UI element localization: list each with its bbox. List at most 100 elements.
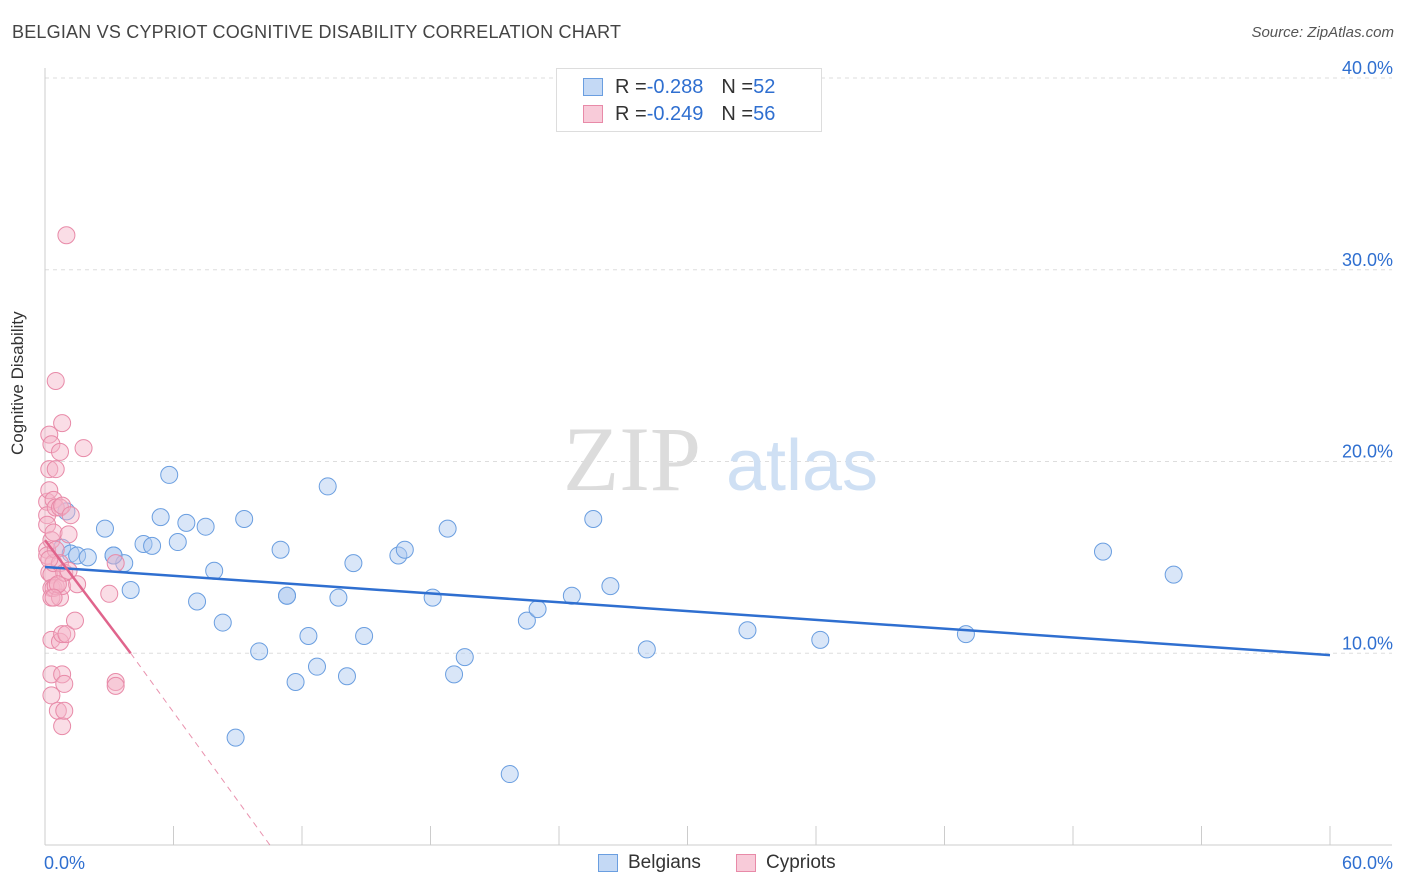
bottom-cypriots-swatch: [736, 854, 756, 872]
belgians-swatch: [583, 78, 603, 96]
cypriot-point: [42, 686, 61, 705]
belgian-point: [528, 600, 547, 619]
belgian-point: [151, 508, 170, 527]
cypriot-point: [53, 414, 72, 433]
cypriot-point: [61, 506, 80, 525]
cypriots-trend-line: [44, 539, 132, 655]
cypriot-point: [55, 674, 74, 693]
cypriot-point: [57, 625, 76, 644]
cypriots-trend-extension: [130, 652, 271, 846]
cypriot-point: [40, 460, 59, 479]
cypriots-swatch: [583, 105, 603, 123]
belgian-point: [121, 580, 140, 599]
bottom-legend-cypriots: Cypriots: [736, 852, 836, 874]
cypriot-point: [46, 371, 65, 390]
belgian-point: [160, 465, 179, 484]
cypriot-point: [59, 525, 78, 544]
cypriots-r-value: -0.249: [646, 102, 704, 125]
belgian-point: [438, 519, 457, 538]
cypriot-point: [46, 498, 65, 517]
belgians-r-value: -0.288: [646, 75, 704, 98]
chart-title: BELGIAN VS CYPRIOT COGNITIVE DISABILITY …: [12, 22, 622, 42]
grid-layer: [45, 77, 1392, 654]
belgian-point: [250, 642, 269, 661]
belgian-point: [584, 510, 603, 529]
belgian-point: [299, 626, 318, 645]
bottom-belgians-swatch: [598, 854, 618, 872]
cypriot-point: [106, 554, 125, 573]
belgian-point: [286, 673, 305, 692]
cypriot-point: [100, 584, 119, 603]
belgian-point: [318, 477, 337, 496]
belgian-point: [177, 513, 196, 532]
belgian-point: [168, 533, 187, 552]
cypriot-point: [44, 588, 63, 607]
belgian-point: [307, 657, 326, 676]
belgian-point: [337, 667, 356, 686]
belgian-point: [78, 548, 97, 567]
cypriot-point: [57, 226, 76, 245]
belgian-point: [601, 577, 620, 596]
cypriots-r-label: R =: [615, 102, 647, 125]
belgian-point: [395, 540, 414, 559]
cypriot-point: [74, 439, 93, 458]
belgian-point: [188, 592, 207, 611]
trend-layer: [44, 539, 1331, 846]
cypriot-point: [65, 611, 84, 630]
belgian-point: [95, 519, 114, 538]
belgian-point: [143, 536, 162, 555]
bottom-legend-belgians: Belgians: [598, 852, 701, 874]
belgian-point: [196, 517, 215, 536]
belgian-point: [956, 625, 975, 644]
cypriot-point: [53, 625, 72, 644]
watermark-zip: ZIP: [563, 408, 701, 510]
belgian-point: [423, 588, 442, 607]
belgians-r-label: R =: [615, 75, 647, 98]
cypriot-point: [50, 632, 69, 651]
stats-legend: R = -0.288 N = 52 R = -0.249 N = 56: [556, 68, 822, 132]
legend-row-cypriots: R = -0.249 N = 56: [583, 102, 775, 126]
cypriot-point: [53, 717, 72, 736]
belgians-n-label: N =: [721, 75, 754, 98]
belgian-point: [445, 665, 464, 684]
belgian-point: [1093, 542, 1112, 561]
cypriot-point: [46, 540, 65, 559]
cypriots-n-label: N =: [721, 102, 754, 125]
belgian-point: [344, 554, 363, 573]
bottom-belgians-label: Belgians: [628, 852, 701, 873]
belgian-point: [104, 546, 123, 565]
y-tick-label: 40.0%: [1342, 58, 1393, 78]
axis-layer: 10.0% 20.0% 30.0% 40.0% 0.0% 60.0%: [44, 58, 1393, 873]
cypriot-point: [50, 442, 69, 461]
belgian-point: [1164, 565, 1183, 584]
y-tick-label: 20.0%: [1342, 442, 1393, 462]
legend-row-belgians: R = -0.288 N = 52: [583, 75, 775, 99]
belgian-point: [355, 626, 374, 645]
belgian-point: [278, 586, 297, 605]
watermark-atlas: atlas: [726, 426, 878, 506]
cypriot-point: [42, 665, 61, 684]
cypriot-point: [40, 481, 59, 500]
cypriot-point: [46, 460, 65, 479]
y-axis-label: Cognitive Disability: [8, 311, 27, 455]
belgians-n-value: 52: [753, 75, 776, 98]
belgian-point: [271, 540, 290, 559]
belgian-point: [226, 728, 245, 747]
belgian-point: [500, 765, 519, 784]
belgian-point: [329, 588, 348, 607]
cypriot-point: [48, 575, 67, 594]
x-tick-label-min: 0.0%: [44, 853, 85, 873]
y-tick-label: 30.0%: [1342, 250, 1393, 270]
belgian-point: [213, 613, 232, 632]
belgian-point: [205, 561, 224, 580]
belgian-point: [637, 640, 656, 659]
cypriot-point: [106, 676, 125, 695]
belgian-point: [738, 621, 757, 640]
source-label: Source: ZipAtlas.com: [1251, 24, 1394, 41]
cypriots-n-value: 56: [753, 102, 776, 125]
x-tick-label-max: 60.0%: [1342, 853, 1393, 873]
cypriot-point: [50, 588, 69, 607]
belgian-point: [811, 630, 830, 649]
cypriot-point: [106, 673, 125, 692]
